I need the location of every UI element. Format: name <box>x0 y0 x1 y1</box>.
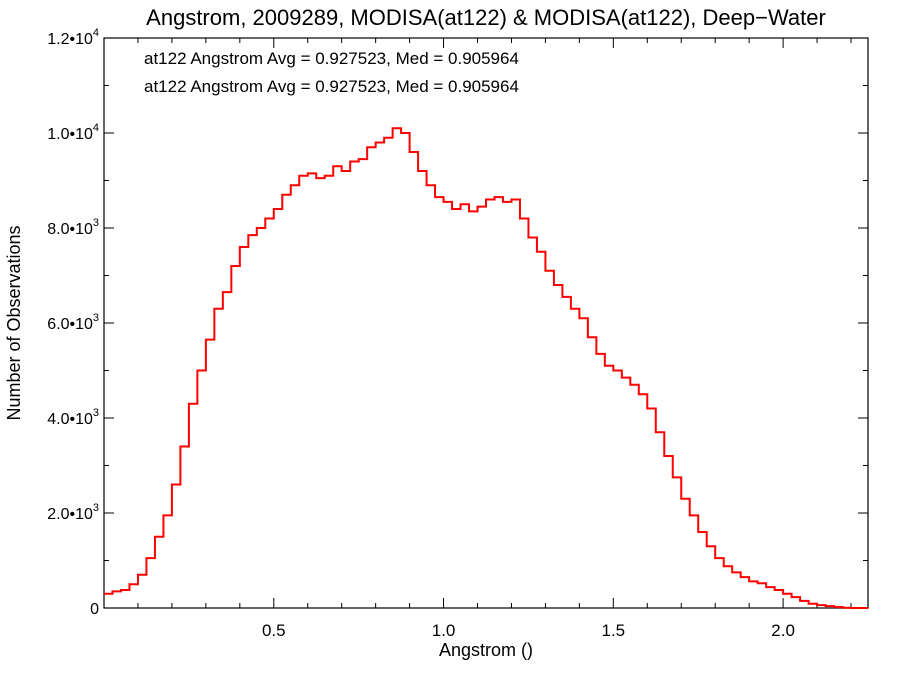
chart-title: Angstrom, 2009289, MODISA(at122) & MODIS… <box>146 5 826 30</box>
y-tick-mantissa: 4.0•10 <box>47 411 93 428</box>
y-tick-exponent: 3 <box>93 407 99 419</box>
annotation-stats-red: at122 Angstrom Avg = 0.927523, Med = 0.9… <box>144 77 519 96</box>
axis-ticks <box>104 37 868 609</box>
y-tick-mantissa: 8.0•10 <box>47 221 93 238</box>
annotation-stats-black: at122 Angstrom Avg = 0.927523, Med = 0.9… <box>144 49 519 68</box>
y-tick-mantissa: 1.2•10 <box>47 31 93 48</box>
y-tick-exponent: 3 <box>93 217 99 229</box>
y-axis-label: Number of Observations <box>4 225 24 420</box>
x-tick-label: 1.5 <box>602 621 626 640</box>
y-tick-exponent: 4 <box>93 122 99 134</box>
x-tick-labels: 0.5 1.0 1.5 2.0 <box>262 621 795 640</box>
y-tick-label: 4.0•103 <box>47 407 99 428</box>
y-tick-mantissa: 0 <box>90 601 99 618</box>
x-tick-label: 1.0 <box>432 621 456 640</box>
y-tick-mantissa: 6.0•10 <box>47 316 93 333</box>
y-tick-label: 1.2•104 <box>47 27 99 48</box>
y-tick-exponent: 4 <box>93 27 99 39</box>
y-tick-label: 8.0•103 <box>47 217 99 238</box>
y-tick-exponent: 3 <box>93 312 99 324</box>
y-tick-mantissa: 2.0•10 <box>47 506 93 523</box>
y-tick-label: 1.0•104 <box>47 122 99 143</box>
x-tick-label: 2.0 <box>771 621 795 640</box>
y-tick-label: 0 <box>90 601 99 618</box>
y-tick-labels: 02.0•1034.0•1036.0•1038.0•1031.0•1041.2•… <box>47 27 99 618</box>
x-tick-label: 0.5 <box>262 621 286 640</box>
plot-frame <box>103 37 869 609</box>
y-tick-mantissa: 1.0•10 <box>47 126 93 143</box>
y-tick-label: 2.0•103 <box>47 502 99 523</box>
y-tick-label: 6.0•103 <box>47 312 99 333</box>
x-axis-label: Angstrom () <box>439 640 533 660</box>
histogram-series-line <box>104 127 868 609</box>
y-tick-exponent: 3 <box>93 502 99 514</box>
